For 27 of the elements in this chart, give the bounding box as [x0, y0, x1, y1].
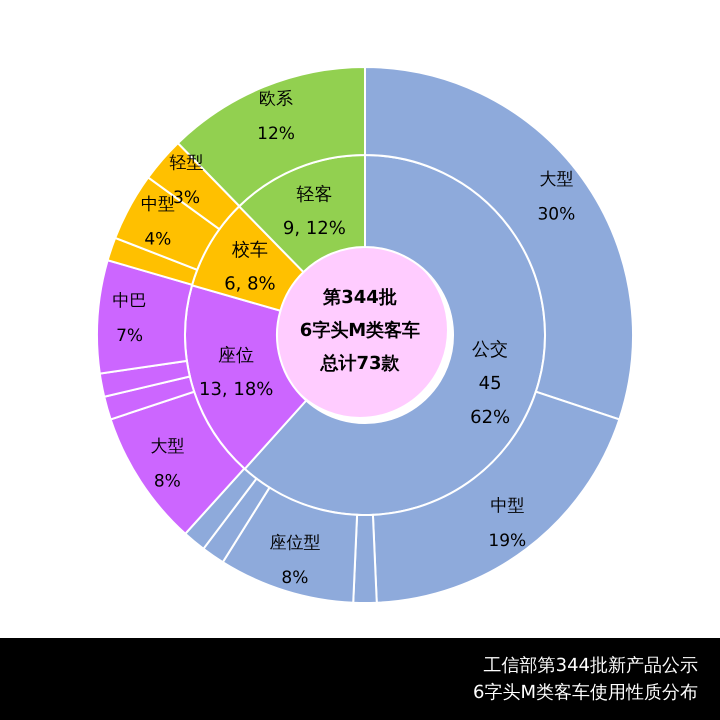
- data-label: 7%: [116, 326, 144, 346]
- slice-label: 欧系: [259, 88, 294, 109]
- data-label: 30%: [537, 204, 576, 224]
- slice-label: 公交: [472, 338, 508, 360]
- slice-label: 校车: [230, 238, 268, 260]
- slice-label: 中型: [490, 496, 524, 516]
- text: 总计73款: [319, 352, 401, 374]
- slice-label: 大型: [539, 169, 574, 190]
- slice-label: 大型: [150, 436, 184, 456]
- slice-label: 中巴: [112, 291, 147, 312]
- data-label: 6, 8%: [224, 272, 276, 294]
- data-label: 12%: [257, 124, 295, 144]
- data-label: 8%: [154, 471, 181, 492]
- data-label: 8%: [281, 568, 308, 588]
- data-label: 13, 18%: [199, 378, 274, 400]
- text: 工信部第344批新产品公示: [482, 654, 698, 678]
- text: 第344批: [322, 286, 397, 308]
- data-label: 4%: [144, 229, 172, 250]
- data-label: 19%: [488, 530, 526, 551]
- data-label: 9, 12%: [282, 217, 346, 238]
- slice-label: 中型: [140, 194, 175, 214]
- slice-label: 轻客: [296, 183, 332, 204]
- slice-label: 座位型: [269, 532, 320, 553]
- slice-label: 座位: [218, 344, 254, 366]
- text: 6字头M类客车: [300, 320, 420, 340]
- data-label: 45 62%: [470, 372, 510, 428]
- text: 6字头M类客车使用性质分布: [472, 681, 698, 705]
